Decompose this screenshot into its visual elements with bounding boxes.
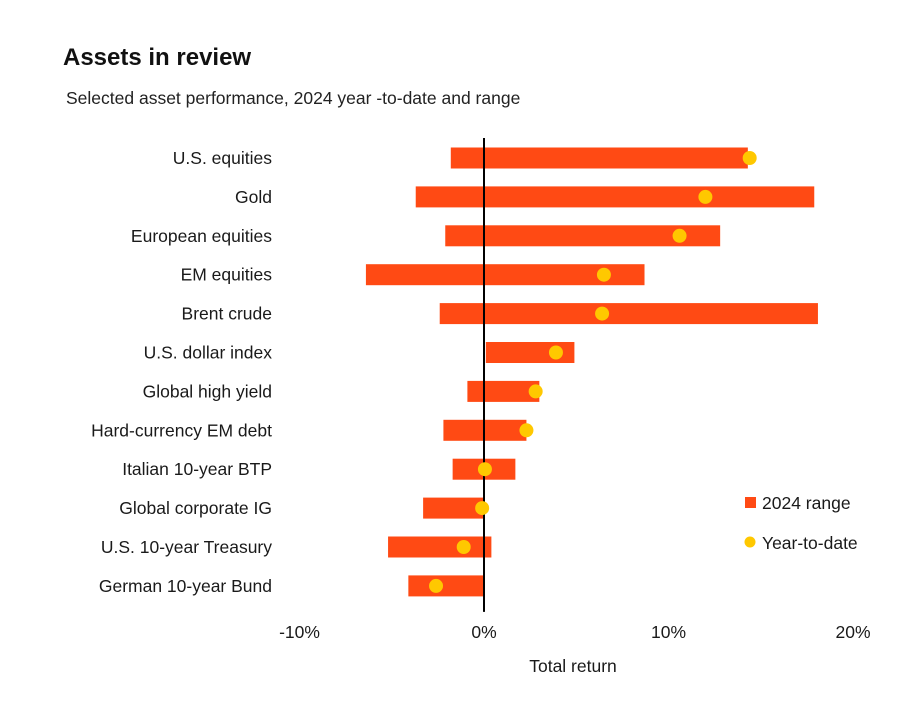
category-label: EM equities — [181, 265, 273, 285]
category-label: U.S. 10-year Treasury — [101, 537, 272, 557]
category-label: Global high yield — [143, 381, 272, 401]
range-bar — [423, 497, 484, 519]
category-label: U.S. dollar index — [144, 343, 273, 363]
category-label: German 10-year Bund — [99, 576, 272, 596]
range-bar — [365, 264, 645, 286]
ytd-dot — [477, 462, 492, 477]
legend-range-swatch — [745, 497, 756, 508]
ytd-dot — [742, 151, 757, 165]
ytd-dots-group — [429, 151, 757, 593]
chart-title: Assets in review — [63, 44, 252, 71]
range-bar — [445, 225, 721, 247]
ytd-dot — [596, 267, 611, 282]
category-label: Italian 10-year BTP — [122, 459, 272, 479]
category-label: European equities — [131, 226, 272, 246]
x-axis-title: Total return — [529, 656, 617, 676]
x-tick-label: 20% — [835, 622, 870, 642]
ytd-dot — [475, 501, 490, 516]
range-bar — [467, 380, 540, 402]
category-label: Gold — [235, 187, 272, 207]
legend-ytd-swatch — [744, 536, 756, 548]
range-bar — [450, 147, 748, 169]
legend-ytd-label: Year-to-date — [762, 533, 858, 553]
category-label: U.S. equities — [173, 148, 272, 168]
ytd-dot — [698, 189, 713, 204]
legend: 2024 range Year-to-date — [744, 493, 858, 553]
ytd-dot — [528, 384, 543, 399]
legend-range-label: 2024 range — [762, 493, 851, 513]
ytd-dot — [548, 345, 563, 360]
category-label: Global corporate IG — [119, 498, 272, 518]
ytd-dot — [595, 306, 610, 321]
ytd-dot — [519, 423, 534, 438]
ytd-dot — [429, 578, 444, 593]
range-bar — [415, 186, 815, 208]
x-tick-label: -10% — [279, 622, 320, 642]
ytd-dot — [672, 228, 687, 243]
range-bar — [388, 536, 492, 558]
chart-subtitle: Selected asset performance, 2024 year -t… — [66, 88, 521, 108]
category-label: Brent crude — [182, 304, 272, 324]
category-labels-group: U.S. equities Gold European equities EM equ… — [91, 148, 272, 596]
x-tick-label: 0% — [471, 622, 496, 642]
x-tick-label: 10% — [651, 622, 686, 642]
ytd-dot — [456, 540, 471, 554]
range-bar — [408, 575, 484, 597]
category-label: Hard-currency EM debt — [91, 420, 272, 440]
range-bars-group — [365, 147, 818, 597]
x-tick-labels-group: -10% 0% 10% 20% — [279, 622, 870, 642]
range-bar — [439, 303, 818, 325]
